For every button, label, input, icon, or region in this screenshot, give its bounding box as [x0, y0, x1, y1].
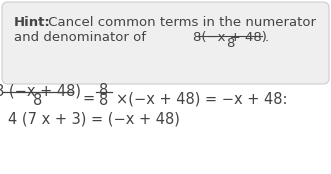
Text: 8: 8 [226, 37, 234, 50]
Text: ×(−x + 48) = −x + 48:: ×(−x + 48) = −x + 48: [116, 91, 288, 106]
Text: and denominator of: and denominator of [14, 31, 150, 44]
Text: 4 (7 x + 3) = (−x + 48): 4 (7 x + 3) = (−x + 48) [8, 112, 180, 127]
Text: 8: 8 [33, 93, 43, 108]
Text: 8: 8 [99, 93, 109, 108]
FancyBboxPatch shape [2, 2, 329, 84]
Text: Cancel common terms in the numerator: Cancel common terms in the numerator [44, 16, 316, 29]
Text: 8 (−x + 48): 8 (−x + 48) [0, 83, 81, 98]
Text: =: = [82, 91, 94, 106]
Text: 8: 8 [99, 83, 109, 98]
Text: .: . [265, 31, 269, 44]
Text: 8(−x + 48): 8(−x + 48) [193, 31, 267, 44]
Text: Hint:: Hint: [14, 16, 51, 29]
